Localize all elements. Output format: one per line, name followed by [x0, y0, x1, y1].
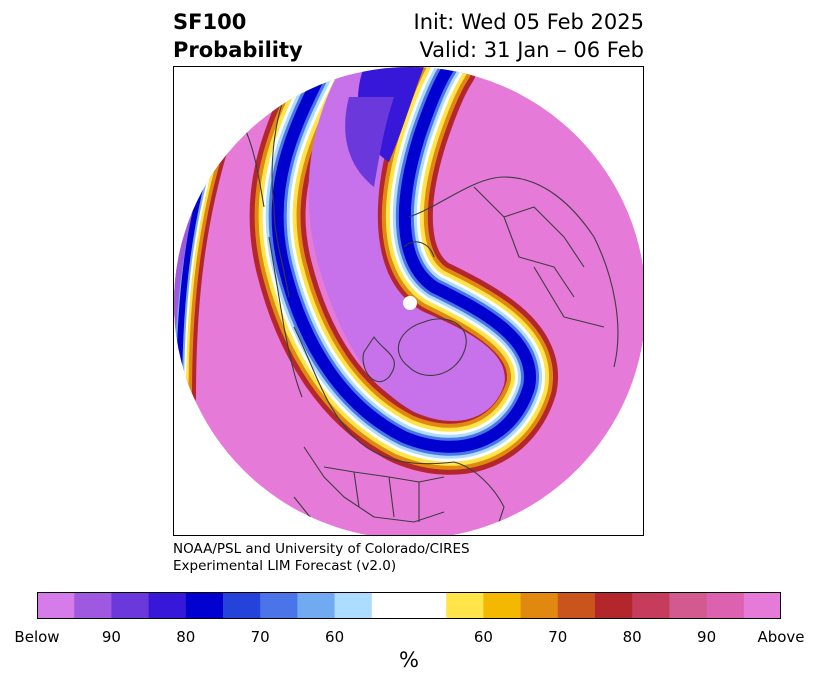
colorbar-segment — [111, 592, 150, 619]
product-title: SF100 — [173, 10, 247, 34]
colorbar-tick-label: 70 — [548, 628, 568, 646]
colorbar-segment — [409, 592, 447, 619]
colorbar-tick-label: 90 — [101, 628, 121, 646]
colorbar-tick-label: 80 — [176, 628, 196, 646]
colorbar-segment — [595, 592, 633, 619]
colorbar — [37, 592, 781, 619]
credit-line-2: Experimental LIM Forecast (v2.0) — [173, 558, 397, 574]
credit-line-1: NOAA/PSL and University of Colorado/CIRE… — [173, 541, 470, 557]
valid-range: Valid: 31 Jan – 06 Feb — [419, 38, 644, 62]
colorbar-tick-label: 80 — [622, 628, 642, 646]
colorbar-segment — [520, 592, 559, 619]
colorbar-segment — [743, 592, 781, 619]
probability-map — [174, 67, 643, 535]
colorbar-segment — [297, 592, 336, 619]
colorbar-segment — [669, 592, 708, 619]
colorbar-segment — [483, 592, 522, 619]
colorbar-segment — [260, 592, 298, 619]
colorbar-segment — [148, 592, 187, 619]
colorbar-segment — [223, 592, 261, 619]
map-panel — [173, 66, 644, 536]
main-anomaly-band — [249, 67, 558, 475]
coastlines — [243, 86, 640, 535]
colorbar-segment — [334, 592, 373, 619]
colorbar-segment — [74, 592, 112, 619]
colorbar-tick-label: Above — [757, 628, 805, 646]
colorbar-segment — [446, 592, 484, 619]
product-subtitle: Probability — [173, 38, 303, 62]
date-info-block: Init: Wed 05 Feb 2025 Valid: 31 Jan – 06… — [414, 8, 644, 64]
colorbar-tick-label: 90 — [697, 628, 717, 646]
pole-hole — [403, 296, 417, 310]
chart-title-block: SF100 Probability — [173, 8, 303, 64]
colorbar-segment — [37, 592, 75, 619]
colorbar-tick-label: 60 — [325, 628, 345, 646]
colorbar-segment — [557, 592, 596, 619]
colorbar-tick-label: 60 — [473, 628, 493, 646]
colorbar-tick-label: 70 — [250, 628, 270, 646]
colorbar-tick-label: Below — [14, 628, 60, 646]
init-date: Init: Wed 05 Feb 2025 — [413, 10, 644, 34]
colorbar-segment — [632, 592, 670, 619]
upper-purple — [345, 97, 394, 187]
credit-text: NOAA/PSL and University of Colorado/CIRE… — [173, 541, 470, 575]
colorbar-segment — [371, 592, 410, 619]
colorbar-segment — [706, 592, 745, 619]
colorbar-units: % — [399, 648, 419, 672]
colorbar-segment — [185, 592, 224, 619]
